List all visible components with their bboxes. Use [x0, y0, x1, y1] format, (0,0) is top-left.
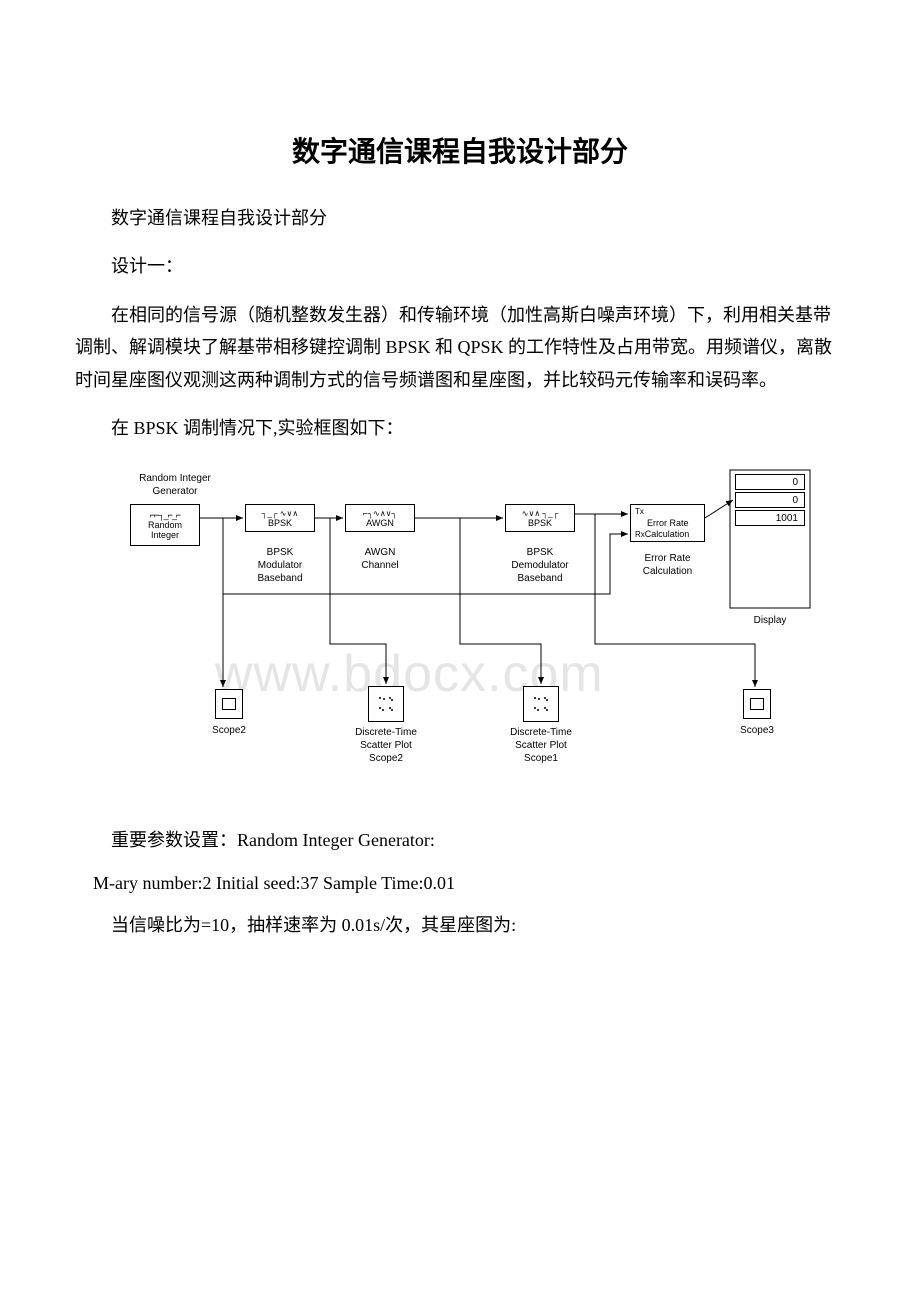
scatter-plot-2-block — [368, 686, 404, 722]
page-title: 数字通信课程自我设计部分 — [75, 130, 845, 170]
display-row-1: 0 — [735, 492, 805, 508]
bpsk-modulator-block: ┐_┌ ∿∨∧ BPSK — [245, 504, 315, 532]
paragraph-5: 重要参数设置：Random Integer Generator: — [75, 824, 845, 856]
error-rate-block: Tx Error Rate RxCalculation — [630, 504, 705, 542]
paragraph-1: 数字通信课程自我设计部分 — [75, 202, 845, 234]
bpsk-modulator-label: BPSKModulatorBaseband — [245, 546, 315, 585]
paragraph-3: 在相同的信号源（随机整数发生器）和传输环境（加性高斯白噪声环境）下，利用相关基带… — [75, 299, 845, 396]
display-row-2: 1001 — [735, 510, 805, 526]
scatter-plot-1-label: Discrete-TimeScatter PlotScope1 — [503, 726, 579, 765]
display-row-0: 0 — [735, 474, 805, 490]
awgn-block: ⌐┐∿∧∨┐ AWGN — [345, 504, 415, 532]
random-integer-block: ⌐⌐┐_⌐_⌐ RandomInteger — [130, 504, 200, 546]
awgn-label: AWGNChannel — [345, 546, 415, 572]
bpsk-demodulator-label: BPSKDemodulatorBaseband — [505, 546, 575, 585]
scatter-plot-1-block — [523, 686, 559, 722]
error-rate-label: Error RateCalculation — [630, 552, 705, 578]
simulink-diagram: www.bdocx.com Random IntegerGenerator ⌐⌐… — [75, 464, 845, 794]
bpsk-demodulator-block: ∿∨∧ ┐_┌ BPSK — [505, 504, 575, 532]
display-label: Display — [735, 614, 805, 627]
paragraph-6: M-ary number:2 Initial seed:37 Sample Ti… — [75, 867, 845, 899]
scope2-label: Scope2 — [200, 724, 258, 737]
paragraph-7: 当信噪比为=10，抽样速率为 0.01s/次，其星座图为: — [75, 909, 845, 941]
scope3-label: Scope3 — [728, 724, 786, 737]
scope3-block — [743, 689, 771, 719]
scope2-block — [215, 689, 243, 719]
paragraph-2: 设计一： — [75, 250, 845, 282]
scatter-plot-2-label: Discrete-TimeScatter PlotScope2 — [348, 726, 424, 765]
scatter-icon — [372, 690, 400, 718]
scatter-icon — [527, 690, 555, 718]
random-integer-label-top: Random IntegerGenerator — [120, 472, 230, 498]
paragraph-4: 在 BPSK 调制情况下,实验框图如下： — [75, 412, 845, 444]
